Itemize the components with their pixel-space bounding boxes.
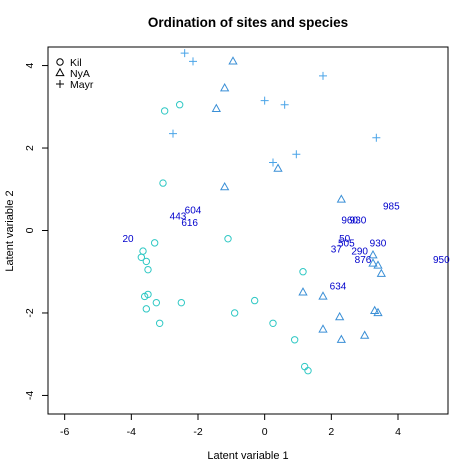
point-nya <box>360 330 370 339</box>
point-kil <box>250 296 259 305</box>
point-kil <box>144 265 152 274</box>
series-kil <box>137 101 312 375</box>
point-nya <box>368 250 378 259</box>
point-nya <box>228 56 238 65</box>
point-kil <box>175 101 184 109</box>
site-label: 634 <box>330 282 347 293</box>
point-mayr <box>169 129 177 138</box>
point-kil <box>224 235 232 243</box>
point-nya <box>220 181 230 191</box>
site-label: 50 <box>339 234 351 245</box>
point-kil <box>269 319 277 327</box>
point-kil <box>144 290 152 299</box>
y-tick-label: 0 <box>24 227 36 233</box>
legend-item-mayr: Mayr <box>56 79 94 91</box>
site-label: 960 <box>341 216 358 227</box>
point-kil <box>299 268 307 276</box>
y-tick-label: 4 <box>24 62 36 68</box>
legend-item-nya: NyA <box>55 67 90 80</box>
point-mayr <box>180 49 189 58</box>
y-tick-label: -4 <box>24 391 36 400</box>
point-nya <box>370 305 380 315</box>
point-nya <box>318 324 328 333</box>
chart-title: Ordination of sites and species <box>148 15 348 30</box>
legend-plus-marker <box>56 80 64 88</box>
point-kil <box>160 107 169 115</box>
x-tick-label: 2 <box>328 426 334 438</box>
point-mayr <box>319 71 327 80</box>
point-nya <box>318 291 328 300</box>
site-label: 290 <box>351 247 368 258</box>
site-label: 985 <box>383 201 400 212</box>
site-label: 930 <box>350 216 367 227</box>
site-label: 876 <box>355 255 372 266</box>
point-mayr <box>292 150 301 159</box>
point-nya <box>368 258 378 267</box>
x-axis-label: Latent variable 1 <box>207 450 288 462</box>
point-kil <box>150 239 159 247</box>
site-label: 604 <box>185 205 202 216</box>
point-mayr <box>189 57 197 66</box>
point-kil <box>159 179 167 187</box>
point-kil <box>230 309 239 317</box>
site-label: 930 <box>370 238 387 249</box>
legend-triangle-marker <box>55 67 65 77</box>
point-kil <box>137 253 146 262</box>
point-kil <box>304 367 312 375</box>
series-nya <box>211 56 386 343</box>
point-kil <box>300 362 309 371</box>
point-nya <box>273 163 283 172</box>
site-label: 950 <box>433 255 450 266</box>
legend-label: Mayr <box>70 79 94 91</box>
point-kil <box>142 305 151 313</box>
legend-label: Kil <box>70 57 82 69</box>
point-nya <box>298 287 308 296</box>
point-kil <box>290 336 299 344</box>
legend-circle-marker <box>56 58 64 66</box>
data-points <box>137 49 386 375</box>
series-mayr <box>169 49 381 167</box>
y-axis: -4 -2 0 2 4 <box>24 62 49 400</box>
point-mayr <box>280 100 289 109</box>
x-tick-label: 0 <box>262 426 268 438</box>
legend-label: NyA <box>70 68 90 80</box>
point-nya <box>335 311 345 321</box>
x-tick-label: -6 <box>60 426 69 438</box>
site-label: 20 <box>122 234 134 245</box>
point-kil <box>139 247 147 255</box>
x-tick-label: -2 <box>193 426 202 438</box>
x-tick-label: -4 <box>127 426 136 438</box>
site-label: 616 <box>181 218 198 229</box>
x-axis: -6 -4 -2 0 2 4 <box>60 413 401 438</box>
point-kil <box>155 319 164 327</box>
point-kil <box>152 298 161 307</box>
point-mayr <box>372 133 381 142</box>
legend-item-kil: Kil <box>56 57 82 69</box>
point-nya <box>336 334 346 343</box>
point-mayr <box>269 158 277 167</box>
plot-frame <box>47 46 449 415</box>
point-kil <box>142 257 151 266</box>
site-label: 505 <box>338 238 355 249</box>
y-tick-label: -2 <box>24 308 36 317</box>
point-nya <box>220 83 230 92</box>
point-nya <box>373 307 383 317</box>
point-nya <box>211 103 221 112</box>
point-mayr <box>260 96 269 105</box>
point-kil <box>177 298 186 307</box>
site-label: 37 <box>331 245 343 256</box>
y-tick-label: 2 <box>24 145 36 151</box>
site-label: 443 <box>170 212 187 223</box>
point-nya <box>336 194 346 203</box>
y-axis-label: Latent variable 2 <box>4 190 16 271</box>
point-nya <box>373 260 383 269</box>
x-tick-label: 4 <box>395 426 401 438</box>
point-nya <box>376 268 386 277</box>
